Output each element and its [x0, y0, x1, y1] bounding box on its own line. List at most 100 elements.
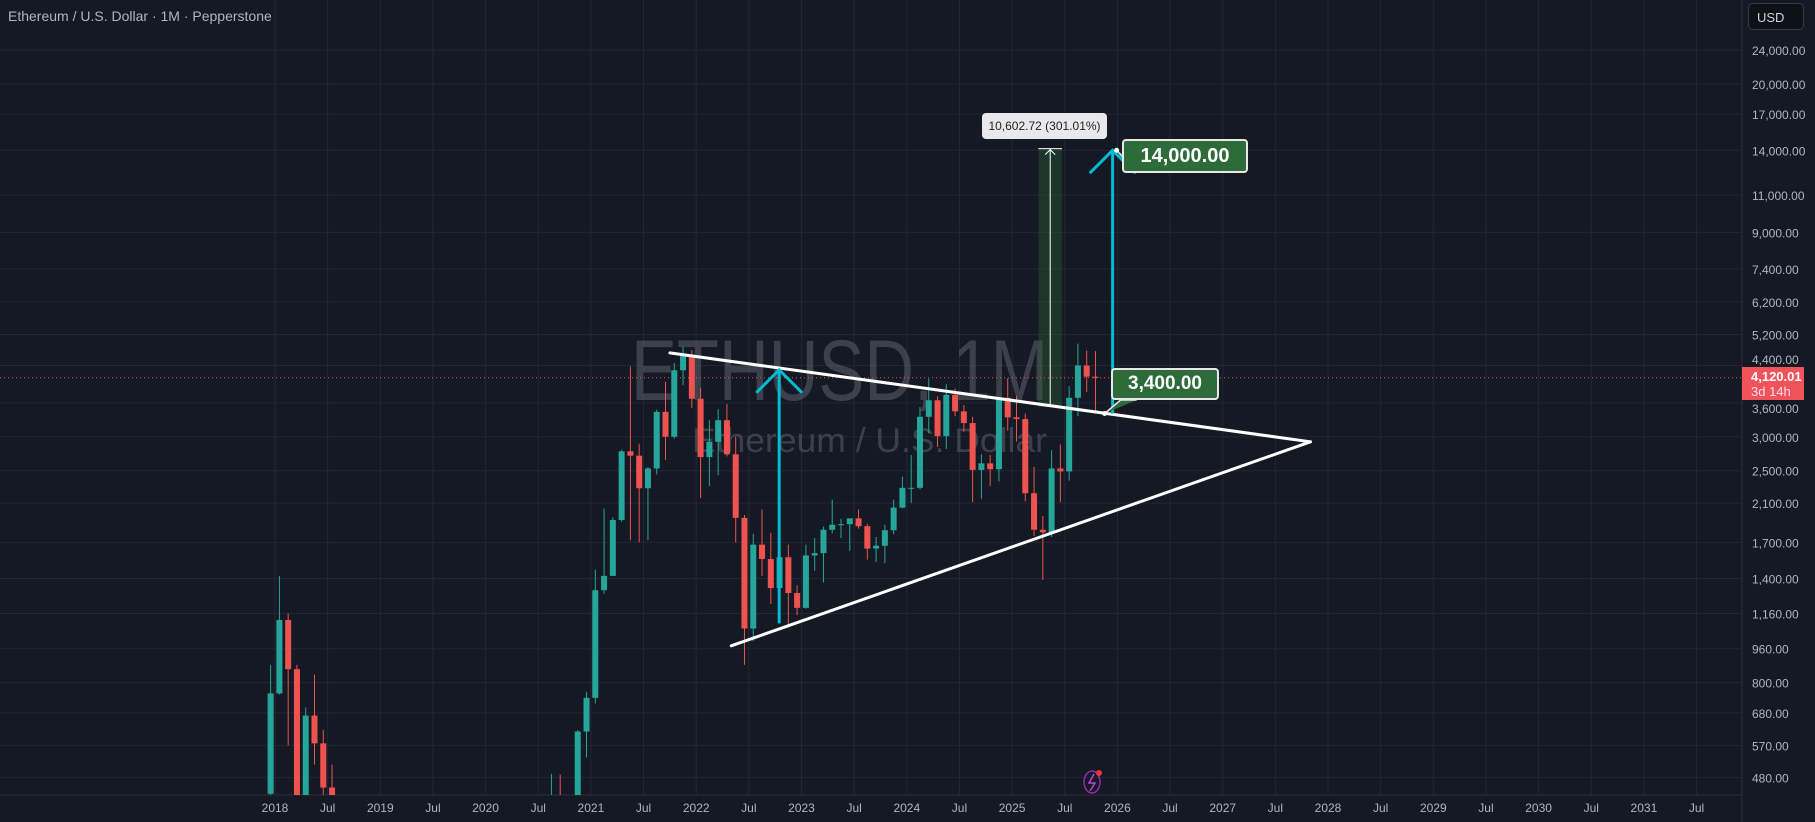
candle-body — [285, 620, 292, 670]
candle-body — [1004, 397, 1011, 418]
y-tick-label: 1,160.00 — [1752, 608, 1799, 622]
x-tick-label: 2018 — [262, 801, 289, 815]
candle-body — [969, 423, 976, 470]
candle-body — [329, 787, 336, 795]
x-tick-label: 2029 — [1420, 801, 1447, 815]
candle-body — [855, 518, 862, 527]
current-price: 4,120.01 — [1751, 369, 1802, 384]
candle-body — [820, 529, 827, 554]
candle-body — [302, 715, 309, 795]
x-tick-label: Jul — [846, 801, 861, 815]
x-tick-label: Jul — [952, 801, 967, 815]
y-tick-label: 11,000.00 — [1752, 189, 1805, 203]
x-tick-label: Jul — [741, 801, 756, 815]
candle-body — [916, 416, 923, 488]
candle-body — [759, 544, 766, 560]
x-tick-label: 2030 — [1525, 801, 1552, 815]
candle-body — [1039, 529, 1046, 533]
candle-body — [978, 463, 985, 470]
target-price-label[interactable]: 14,000.00 — [1122, 139, 1248, 173]
base-price-label[interactable]: 3,400.00 — [1111, 368, 1219, 400]
y-tick-label: 570.00 — [1752, 740, 1789, 754]
candle-body — [1057, 468, 1064, 472]
x-tick-label: 2022 — [683, 801, 710, 815]
y-tick-label: 960.00 — [1752, 643, 1789, 657]
candle-body — [618, 451, 625, 520]
x-tick-label: 2027 — [1209, 801, 1236, 815]
y-tick-label: 1,700.00 — [1752, 536, 1799, 550]
candle-body — [987, 463, 994, 470]
candle-body — [925, 400, 932, 417]
candle-body — [1031, 493, 1038, 530]
candle-body — [908, 487, 915, 489]
x-tick-label: Jul — [1373, 801, 1388, 815]
candle-body — [592, 590, 599, 698]
y-tick-label: 3,000.00 — [1752, 431, 1799, 445]
y-tick-label: 2,500.00 — [1752, 465, 1799, 479]
candle-body — [601, 575, 608, 591]
candle-body — [960, 411, 967, 424]
x-tick-label: Jul — [531, 801, 546, 815]
candle-body — [750, 544, 757, 629]
x-tick-label: 2031 — [1631, 801, 1658, 815]
trendline-lower — [729, 440, 1312, 648]
candle-body — [890, 507, 897, 531]
plot-area — [0, 147, 1742, 795]
candle-body — [846, 518, 853, 525]
candle-body — [688, 356, 695, 399]
candle-body — [1074, 365, 1081, 398]
measure-label[interactable]: 10,602.72 (301.01%) — [982, 113, 1107, 139]
y-tick-label: 2,100.00 — [1752, 497, 1799, 511]
x-tick-label: 2021 — [578, 801, 605, 815]
trendline-upper — [668, 351, 1312, 444]
candle-body — [320, 743, 327, 788]
icon-ring — [1083, 770, 1101, 794]
y-tick-label: 9,000.00 — [1752, 226, 1799, 240]
up-arrow-head — [755, 367, 803, 394]
x-tick-label: Jul — [1268, 801, 1283, 815]
candle-body — [671, 370, 678, 437]
symbol-title: Ethereum / U.S. Dollar · 1M · Pepperston… — [8, 8, 272, 24]
candle-body — [311, 715, 318, 744]
candle-body — [1013, 417, 1020, 420]
candle-body — [697, 398, 704, 458]
watermark-name: Ethereum / U.S. Dollar — [692, 422, 1047, 460]
candle-body — [267, 693, 274, 794]
candle-body — [583, 697, 590, 732]
y-tick-label: 680.00 — [1752, 707, 1789, 721]
y-tick-label: 17,000.00 — [1752, 108, 1806, 122]
x-tick-label: 2026 — [1104, 801, 1131, 815]
y-tick-label: 14,000.00 — [1752, 144, 1806, 158]
candle-body — [574, 731, 581, 795]
candle-body — [952, 394, 959, 412]
candle-body — [715, 420, 722, 442]
candle-body — [995, 397, 1002, 470]
candle-body — [785, 557, 792, 594]
x-tick-label: Jul — [320, 801, 335, 815]
x-tick-label: 2025 — [999, 801, 1026, 815]
candle-body — [873, 545, 880, 549]
candle-body — [680, 356, 687, 371]
candle-body — [1048, 468, 1055, 533]
candle-body — [943, 394, 950, 437]
x-tick-label: Jul — [1057, 801, 1072, 815]
candle-body — [644, 468, 651, 489]
candle-body — [802, 555, 809, 608]
candle-body — [1022, 419, 1029, 494]
x-tick-label: Jul — [425, 801, 440, 815]
x-tick-label: Jul — [1689, 801, 1704, 815]
y-tick-label: 4,400.00 — [1752, 353, 1799, 367]
candle-body — [864, 526, 871, 549]
currency-button[interactable]: USD — [1748, 3, 1804, 30]
x-tick-label: 2020 — [472, 801, 499, 815]
candle-body — [653, 411, 660, 469]
current-price-tag: 4,120.01 3d 14h — [1742, 367, 1804, 400]
measure-arrowhead — [1044, 148, 1056, 155]
candle-countdown: 3d 14h — [1751, 384, 1791, 399]
y-tick-label: 20,000.00 — [1752, 78, 1806, 92]
candle-body — [293, 669, 300, 795]
x-tick-label: 2019 — [367, 801, 394, 815]
y-tick-label: 24,000.00 — [1752, 44, 1806, 58]
base-callout-pointer — [1104, 399, 1137, 415]
